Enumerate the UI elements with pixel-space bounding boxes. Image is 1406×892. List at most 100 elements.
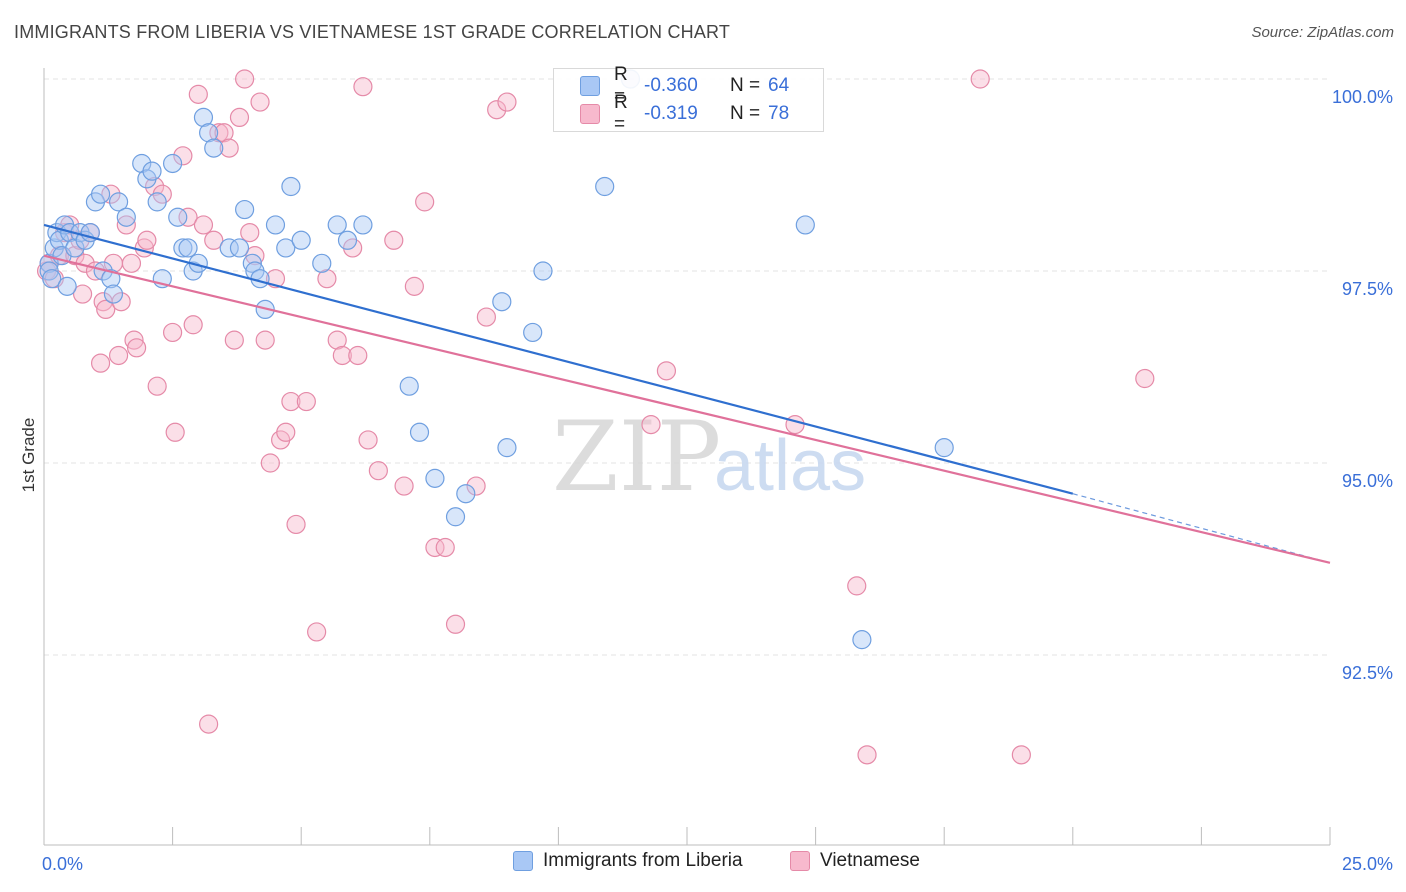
vietnamese-point [214,123,234,143]
vietnamese-point [111,292,131,312]
liberia-point [101,269,121,289]
vietnamese-point [307,622,327,642]
vietnamese-point [857,745,877,765]
liberia-point [193,107,214,128]
vietnamese-point [415,192,435,212]
liberia-point [934,438,954,458]
vietnamese-point [209,123,229,143]
vietnamese-point [193,215,214,235]
vietnamese-point [245,246,265,266]
liberia-point [163,153,183,174]
vietnamese-point [163,322,183,343]
vietnamese-point [224,330,244,350]
liberia-point [523,322,543,343]
vietnamese-point [229,107,250,128]
y-tick-label: 100.0% [1332,87,1393,107]
liberia-point [65,238,85,258]
vietnamese-point [116,215,136,235]
vietnamese-point [1011,745,1031,765]
vietnamese-point [235,69,255,89]
vietnamese-point [353,77,373,97]
bottom-legend-label: Vietnamese [820,850,920,871]
vietnamese-point [296,391,316,412]
liberia-point [173,238,193,258]
liberia-point [337,230,358,250]
vietnamese-point [137,230,157,250]
liberia-point [229,238,250,258]
vietnamese-point [240,223,260,243]
legend-swatch-liberia [580,76,600,96]
vietnamese-point [384,230,404,250]
vietnamese-point [435,537,455,558]
vietnamese-point [394,476,414,496]
legend-r-label: R = [614,64,628,107]
liberia-point [204,138,224,158]
vietnamese-point [281,391,301,412]
vietnamese-point [348,345,368,366]
bottom-legend-vietnamese: Vietnamese [790,850,920,872]
y-tick-label: 95.0% [1342,471,1393,491]
vietnamese-point [317,269,337,289]
vietnamese-point [108,345,129,366]
vietnamese-point [124,330,144,350]
vietnamese-point [286,514,306,535]
liberia-point [39,261,59,281]
x-tick-label: 0.0% [42,854,83,874]
liberia-point [276,238,296,258]
vietnamese-point [327,330,347,350]
vietnamese-point [183,315,203,335]
vietnamese-point [178,207,198,227]
liberia-trendline [43,223,1074,495]
liberia-point [492,292,512,312]
liberia-points [39,69,954,650]
liberia-point [795,215,815,235]
liberia-point [116,207,136,227]
liberia-point [42,269,62,289]
liberia-point [533,261,553,281]
vietnamese-point [1135,368,1155,389]
source-credit: Source: ZipAtlas.com [1251,24,1394,41]
x-tick-label: 25.0% [1342,854,1393,874]
y-axis-label: 1st Grade [19,418,38,493]
y-tick-label: 97.5% [1342,279,1393,299]
liberia-point [312,253,332,273]
liberia-point [281,176,301,197]
vietnamese-point [358,430,378,450]
vietnamese-point [188,84,208,104]
vietnamese-point [445,614,466,634]
bottom-legend-label: Immigrants from Liberia [543,850,743,871]
liberia-point [291,230,311,250]
vietnamese-point [476,307,496,327]
trendlines [43,223,1331,564]
bottom-swatch-liberia [513,851,533,871]
liberia-point [456,484,476,504]
vietnamese-point [487,100,507,120]
liberia-point [497,438,517,458]
liberia-point [852,630,872,650]
gridlines [44,78,1330,656]
vietnamese-point [404,276,424,296]
vietnamese-point [466,476,486,496]
vietnamese-point [368,461,388,481]
liberia-point [265,215,286,235]
liberia-point [147,192,167,212]
vietnamese-point [276,422,296,442]
liberia-point [445,507,466,527]
liberia-point [242,253,262,273]
legend-n-label: N = [730,75,761,96]
liberia-point [103,284,124,304]
vietnamese-point [144,176,165,197]
vietnamese-point [147,376,167,396]
legend-r-value: -0.360 [644,75,698,96]
chart-title: IMMIGRANTS FROM LIBERIA VS VIETNAMESE 1S… [14,22,731,42]
liberia-point [142,161,162,181]
legend-row-vietnamese: R = -0.319 N = 78 [554,92,789,135]
liberia-point [132,153,152,174]
liberia-point [327,215,347,235]
liberia-trendline-extension [1072,493,1331,564]
legend-swatch-vietnamese [580,104,600,124]
vietnamese-point [250,92,270,112]
vietnamese-point [204,230,224,250]
vietnamese-point [425,537,445,558]
vietnamese-point [101,184,121,204]
